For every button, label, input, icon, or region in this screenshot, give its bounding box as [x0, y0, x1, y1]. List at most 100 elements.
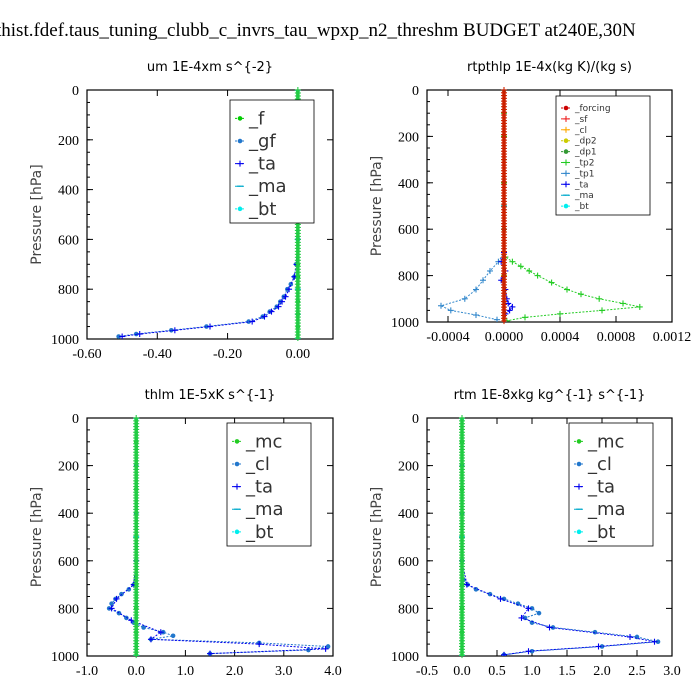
legend-item: _ma	[561, 191, 594, 201]
legend-box	[229, 99, 315, 224]
x-tick-label: 2.5	[628, 664, 646, 679]
legend-box	[568, 422, 654, 547]
legend-item: _gf	[235, 131, 276, 152]
x-tick-label: 0.0004	[541, 330, 580, 345]
x-tick-label: 0.0	[453, 664, 471, 679]
y-tick-label: 800	[58, 602, 79, 617]
y-tick-label: 1000	[51, 333, 79, 348]
legend-label: _ta	[587, 477, 615, 498]
series-line	[461, 418, 655, 656]
y-tick-label: 200	[58, 460, 79, 475]
chart-panel-1: um 1E-4xm s^{-2} Pressure [hPa] 0 200 400 600…	[29, 60, 334, 362]
legend-item: _cl	[561, 126, 587, 136]
legend-item: _bt	[574, 522, 615, 543]
point-marker	[536, 610, 542, 616]
point-marker	[237, 116, 243, 121]
x-tick-label: 0.0008	[597, 330, 636, 345]
y-tick-label: 400	[398, 177, 419, 192]
legend-item: _cl	[574, 454, 612, 475]
legend-label: _cl	[587, 454, 612, 475]
y-tick-label: 200	[398, 130, 419, 145]
point-marker	[599, 644, 605, 649]
y-tick-label: 800	[398, 602, 419, 617]
legend-box	[555, 95, 651, 216]
x-tick-label: 0.00	[286, 347, 311, 362]
legend-item: _ta	[232, 477, 273, 498]
y-tick-label: 400	[58, 507, 79, 522]
y-tick-label: 0	[72, 84, 79, 99]
x-tick-label: 0.0000	[485, 330, 524, 345]
point-marker	[655, 639, 661, 645]
chart-title: rtm 1E-8xkg kg^{-1} s^{-1}	[454, 388, 646, 403]
series-ta	[459, 418, 658, 656]
point-marker	[237, 138, 243, 144]
point-marker	[116, 610, 122, 616]
legend: _mc_cl_ta_ma_bt	[226, 422, 312, 547]
series-line	[439, 90, 505, 321]
zero-profile-band	[501, 87, 507, 325]
legend-item: _ta	[574, 477, 615, 498]
chart-panel-2: rtpthlp 1E-4x(kg K)/(kg s) Pressure [hPa]…	[369, 60, 691, 345]
point-marker	[592, 629, 598, 635]
y-tick-label: 600	[398, 555, 419, 570]
x-tick-label: 3.0	[275, 664, 293, 679]
x-tick-label: -0.20	[213, 347, 242, 362]
legend-label: _bt	[245, 522, 273, 543]
x-tick-label: 1.0	[523, 664, 541, 679]
point-marker	[563, 149, 569, 154]
point-marker	[529, 648, 535, 654]
point-marker	[141, 625, 146, 630]
legend-label: _ma	[245, 499, 284, 520]
legend-item: _bt	[232, 522, 273, 543]
x-tick-label: -0.60	[72, 347, 101, 362]
legend: _mc_cl_ta_ma_bt	[568, 422, 654, 547]
legend-label: _dp2	[574, 137, 597, 147]
point-marker	[576, 529, 582, 535]
y-tick-label: 800	[398, 270, 419, 285]
x-tick-label: 3.0	[663, 664, 681, 679]
legend: _f_gf_ta_ma_bt	[229, 99, 315, 224]
legend-label: _forcing	[574, 104, 611, 114]
zero-profile-band	[459, 415, 465, 659]
legend-item: _mc	[574, 431, 624, 452]
legend-label: _dp1	[574, 148, 597, 158]
y-axis-label: Pressure [hPa]	[369, 156, 385, 256]
point-marker	[563, 138, 569, 143]
legend-item: _tp2	[561, 158, 594, 168]
legend-label: _cl	[245, 454, 270, 475]
y-tick-label: 1000	[391, 316, 419, 331]
x-tick-label: -0.40	[143, 347, 172, 362]
x-tick-label: 0.0012	[653, 330, 692, 345]
y-tick-label: 800	[58, 283, 79, 298]
y-tick-label: 1000	[51, 650, 79, 665]
legend-item: _ta	[561, 180, 589, 190]
y-tick-label: 200	[58, 134, 79, 149]
point-marker	[170, 633, 176, 639]
chart-title: um 1E-4xm s^{-2}	[147, 60, 273, 75]
legend-item: _cl	[232, 454, 270, 475]
series-tp1	[438, 90, 507, 322]
legend-item: _bt	[561, 202, 589, 212]
x-tick-label: -1.0	[76, 664, 98, 679]
legend-item: _dp1	[561, 148, 597, 158]
y-tick-label: 0	[412, 84, 419, 99]
point-marker	[246, 319, 251, 324]
legend-label: _mc	[587, 431, 624, 452]
legend-item: _ta	[235, 154, 276, 175]
x-tick-label: 0.5	[488, 664, 506, 679]
x-tick-label: -0.5	[416, 664, 438, 679]
point-marker	[576, 461, 582, 467]
legend-item: _ma	[235, 176, 287, 197]
point-marker	[576, 439, 582, 444]
legend-label: _cl	[574, 126, 587, 136]
legend-label: _gf	[248, 131, 276, 152]
legend-label: _tp1	[574, 169, 594, 179]
chart-panel-4: rtm 1E-8xkg kg^{-1} s^{-1} Pressure [hPa]…	[369, 388, 681, 679]
x-tick-label: 0.0	[127, 664, 145, 679]
point-marker	[234, 439, 240, 444]
chart-title: rtpthlp 1E-4x(kg K)/(kg s)	[467, 60, 632, 75]
legend-label: _mc	[245, 431, 282, 452]
series-line	[461, 418, 659, 656]
point-marker	[529, 606, 535, 611]
